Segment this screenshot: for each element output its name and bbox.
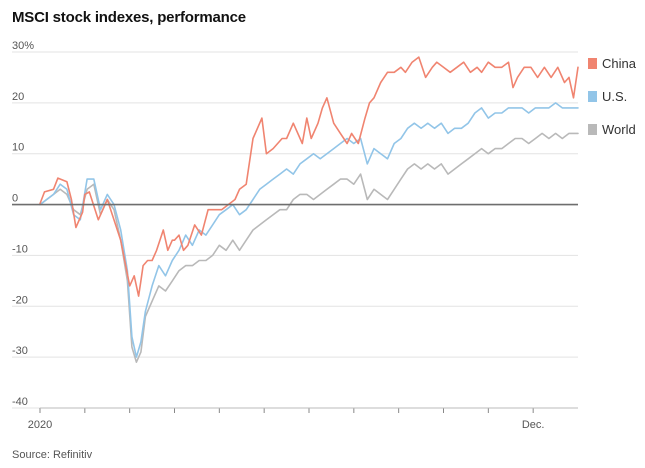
y-tick-label: -30 (12, 345, 28, 357)
y-tick-label: 10 (12, 142, 24, 154)
legend-swatch-china (588, 58, 597, 69)
legend-swatch-world (588, 124, 597, 135)
y-tick-label: 30% (12, 40, 34, 52)
legend-label-china: China (602, 56, 636, 71)
source-note: Source: Refinitiv (12, 449, 93, 461)
series-line-world (39, 132, 579, 364)
x-tick-label: Dec. (522, 419, 545, 431)
legend-label-world: World (602, 122, 636, 137)
y-tick-label: -40 (12, 396, 28, 408)
y-tick-label: -20 (12, 294, 28, 306)
series-line-us (39, 102, 579, 358)
chart-title: MSCI stock indexes, performance (12, 9, 246, 26)
legend-label-us: U.S. (602, 89, 628, 104)
y-tick-label: -10 (12, 243, 28, 255)
legend-swatch-us (588, 91, 597, 102)
x-tick-label: 2020 (28, 419, 52, 431)
y-tick-label: 20 (12, 91, 24, 103)
y-tick-label: 0 (12, 193, 18, 205)
series-line-china (39, 56, 579, 297)
